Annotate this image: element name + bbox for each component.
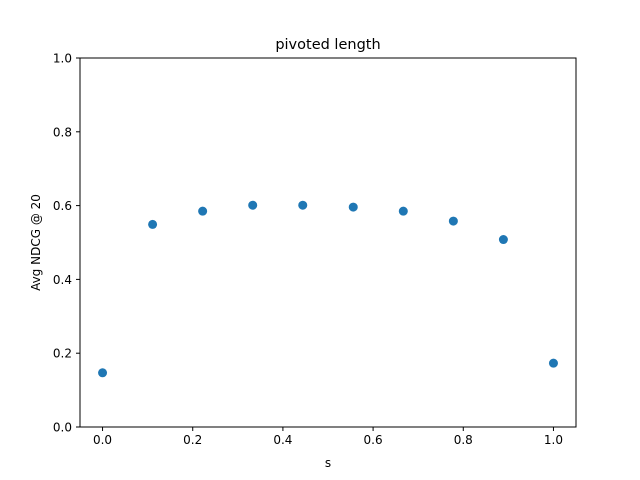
data-point	[148, 219, 158, 229]
x-tick-label: 1.0	[544, 433, 563, 447]
y-tick-label: 0.0	[53, 421, 72, 435]
data-point	[548, 358, 558, 368]
x-tick-label: 0.6	[364, 433, 383, 447]
data-point	[448, 216, 458, 226]
data-point	[198, 206, 208, 216]
chart-title: pivoted length	[275, 37, 380, 53]
y-tick-label: 0.2	[53, 347, 72, 361]
x-tick-label: 0.4	[273, 433, 292, 447]
x-tick-label: 0.2	[183, 433, 202, 447]
y-axis-label: Avg NDCG @ 20	[29, 194, 43, 291]
data-point	[398, 206, 408, 216]
y-tick-label: 0.6	[53, 199, 72, 213]
x-axis: 0.0 0.2 0.4 0.6 0.8 1.0	[93, 427, 563, 447]
data-point	[348, 202, 358, 212]
data-point	[98, 368, 108, 378]
data-points	[98, 200, 558, 378]
y-tick-label: 0.4	[53, 273, 72, 287]
data-point	[248, 200, 258, 210]
y-axis: 0.0 0.2 0.4 0.6 0.8 1.0	[53, 52, 80, 435]
plot-frame	[79, 57, 577, 428]
x-tick-label: 0.8	[454, 433, 473, 447]
data-point	[498, 235, 508, 245]
x-axis-label: s	[325, 456, 331, 470]
y-tick-label: 0.8	[53, 125, 72, 139]
y-tick-label: 1.0	[53, 52, 72, 66]
data-point	[298, 200, 308, 210]
x-tick-label: 0.0	[93, 433, 112, 447]
